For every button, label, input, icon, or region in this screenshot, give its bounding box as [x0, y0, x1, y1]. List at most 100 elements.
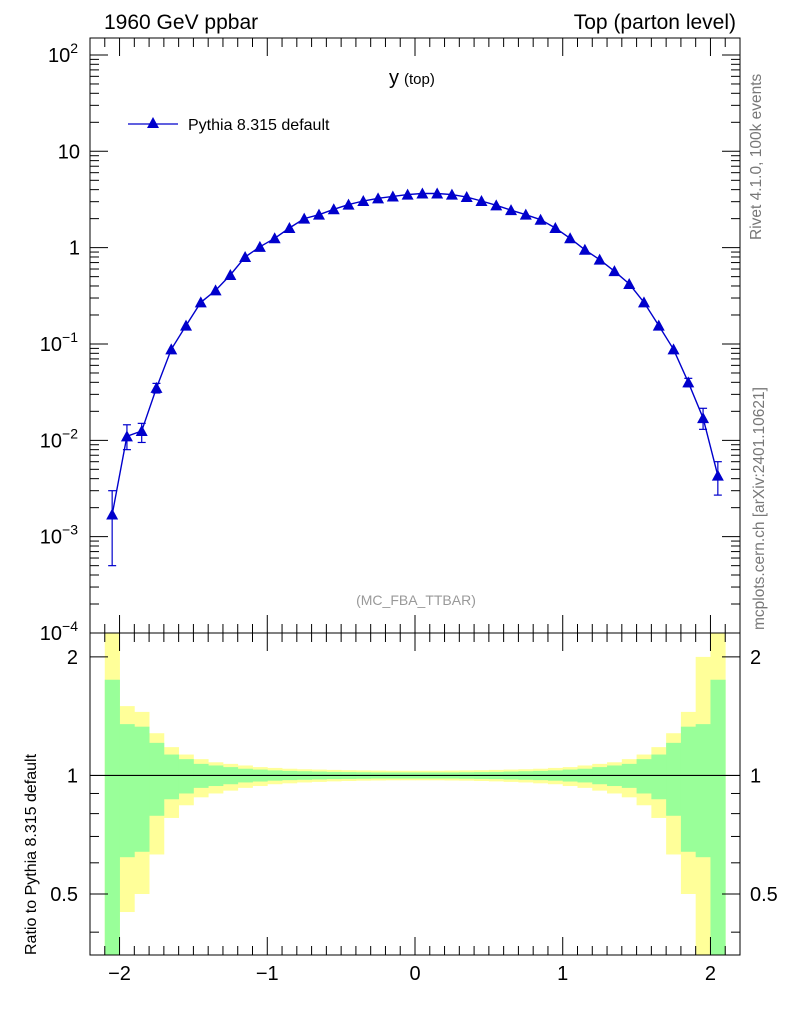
- y-tick-label-exp: −2: [62, 425, 78, 441]
- data-point: [608, 265, 621, 277]
- data-point: [372, 192, 385, 204]
- plot-title-sub: (top): [404, 71, 435, 88]
- data-point: [505, 204, 518, 216]
- stat-band-bin: [178, 759, 194, 794]
- ratio-y-tick-label-left: 1: [67, 765, 78, 787]
- ratio-y-tick-label-left: 2: [67, 647, 78, 669]
- data-point: [401, 188, 414, 200]
- data-point: [623, 277, 636, 289]
- data-point: [135, 424, 148, 436]
- data-point: [460, 191, 473, 203]
- stat-band-bin: [666, 742, 682, 816]
- data-point: [224, 269, 237, 281]
- y-tick-label: 10−2: [40, 425, 78, 452]
- data-point: [106, 508, 119, 520]
- data-point: [637, 296, 650, 308]
- data-point: [327, 203, 340, 215]
- ratio-y-tick-label-right: 0.5: [750, 884, 778, 906]
- y-tick-label: 10−3: [40, 522, 78, 549]
- stat-band-bin: [149, 742, 165, 816]
- series-line: [111, 192, 719, 515]
- header-left: 1960 GeV ppbar: [104, 11, 258, 34]
- y-tick-label-base: 10: [48, 45, 70, 67]
- y-tick-label-base: 10: [40, 623, 62, 645]
- data-point: [253, 240, 266, 252]
- stat-band-bin: [695, 724, 711, 858]
- legend: Pythia 8.315 default: [128, 117, 330, 134]
- data-point: [283, 221, 296, 233]
- y-tick-label: 10−4: [40, 618, 78, 645]
- data-point: [357, 194, 370, 206]
- y-tick-label-base: 10: [40, 334, 62, 356]
- stat-band-bin: [163, 754, 180, 800]
- data-point: [165, 343, 178, 355]
- legend-label: Pythia 8.315 default: [188, 117, 330, 134]
- main-series: [106, 187, 724, 567]
- data-point: [150, 381, 163, 393]
- ratio-ticks: 2 2 1 1 0.5 0.5 −2 −1 0 1 2: [50, 633, 778, 985]
- data-point: [239, 250, 252, 262]
- mcplots-label: mcplots.cern.ch [arXiv:2401.10621]: [751, 387, 768, 630]
- ratio-y-tick-label-right: 1: [750, 765, 761, 787]
- data-point: [667, 343, 680, 355]
- plot-title-main: y: [389, 67, 399, 89]
- data-point: [298, 212, 311, 224]
- data-point: [194, 296, 207, 308]
- data-point: [268, 232, 281, 244]
- data-point: [445, 188, 458, 200]
- ratio-ylabel: Ratio to Pythia 8.315 default: [23, 753, 40, 955]
- data-point: [386, 190, 399, 202]
- stat-band-bin: [636, 759, 652, 794]
- header-right: Top (parton level): [574, 11, 736, 34]
- y-tick-label-base: 10: [40, 527, 62, 549]
- x-tick-label: 0: [409, 963, 420, 985]
- data-point: [431, 187, 444, 199]
- x-tick-label: 1: [557, 963, 568, 985]
- stat-band-bin: [651, 754, 667, 800]
- legend-marker: [147, 117, 159, 128]
- x-tick-label: −2: [108, 963, 131, 985]
- data-point: [490, 199, 503, 211]
- data-point: [209, 284, 222, 296]
- stat-band-bin: [134, 726, 150, 852]
- stat-band-bin: [710, 679, 726, 955]
- data-point: [697, 412, 710, 424]
- rivet-label: Rivet 4.1.0, 100k events: [748, 73, 765, 240]
- y-tick-label-exp: 2: [70, 40, 78, 56]
- data-point: [564, 232, 577, 244]
- data-point: [519, 208, 532, 220]
- stat-band-bin: [119, 724, 135, 858]
- y-tick-label: 10−1: [40, 329, 78, 356]
- y-tick-label: 1: [69, 238, 80, 260]
- data-point: [180, 319, 193, 331]
- y-tick-label-base: 10: [40, 430, 62, 452]
- data-point: [534, 213, 547, 225]
- ratio-y-tick-label-left: 0.5: [50, 884, 78, 906]
- y-tick-label-exp: −3: [62, 522, 78, 538]
- ratio-bands: [104, 633, 726, 955]
- plot-title: y (top): [389, 67, 435, 89]
- data-point: [342, 198, 355, 210]
- y-tick-label-exp: −4: [62, 618, 78, 634]
- x-tick-label: −1: [256, 963, 279, 985]
- stat-band-bin: [680, 726, 697, 852]
- y-tick-label: 10: [58, 141, 80, 163]
- stat-band-bin: [104, 679, 120, 955]
- x-tick-label: 2: [705, 963, 716, 985]
- data-point: [711, 469, 724, 481]
- data-point: [312, 208, 325, 220]
- data-point: [652, 319, 665, 331]
- data-point: [578, 243, 591, 255]
- analysis-label: (MC_FBA_TTBAR): [356, 592, 476, 608]
- data-point: [475, 194, 488, 206]
- y-tick-label: 102: [48, 40, 78, 67]
- y-tick-label-exp: −1: [62, 329, 78, 345]
- data-point: [593, 253, 606, 265]
- ratio-panel: 2 2 1 1 0.5 0.5 −2 −1 0 1 2 Ratio to Pythia 8.315 …: [23, 632, 778, 985]
- ratio-y-tick-label-right: 2: [750, 647, 761, 669]
- data-point: [549, 221, 562, 233]
- data-point: [120, 430, 133, 442]
